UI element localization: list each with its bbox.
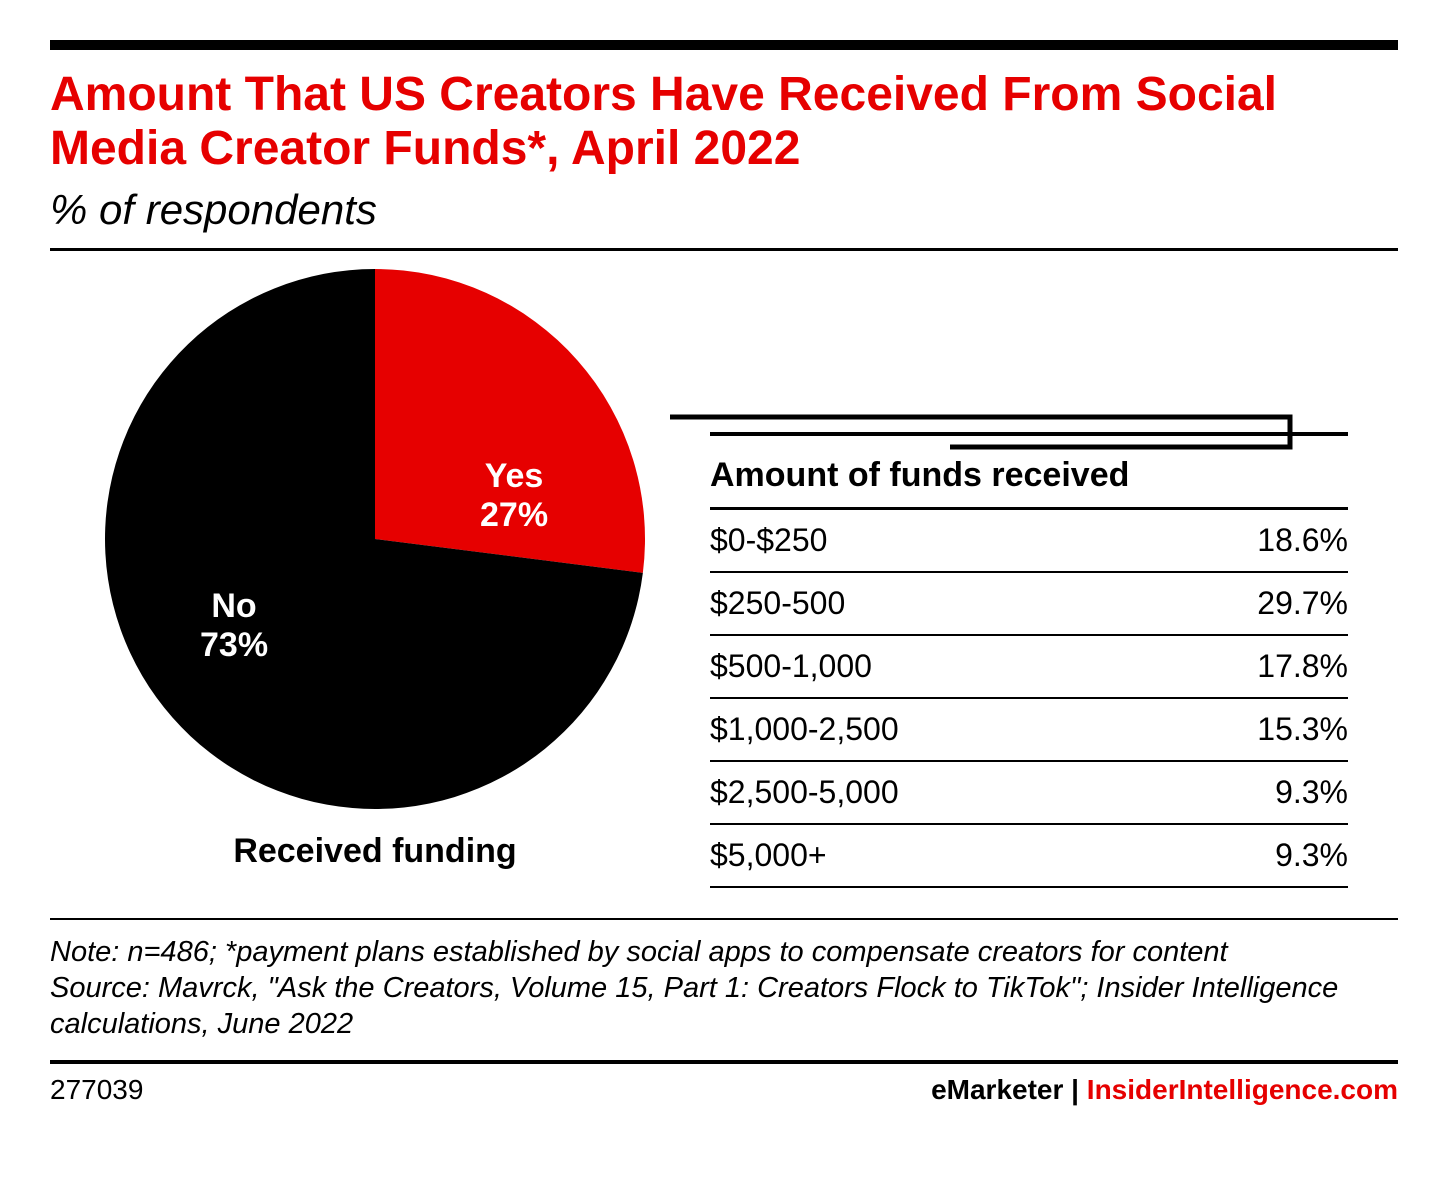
pie-caption: Received funding (50, 832, 700, 871)
table-cell-range: $1,000-2,500 (710, 711, 899, 748)
table-row: $1,000-2,500 15.3% (710, 699, 1348, 762)
footer-brand: eMarketer | InsiderIntelligence.com (931, 1074, 1398, 1106)
chart-subtitle: % of respondents (50, 186, 1398, 234)
note-line-2: Source: Mavrck, "Ask the Creators, Volum… (50, 972, 1338, 1040)
note-divider (50, 918, 1398, 920)
table-cell-pct: 9.3% (1275, 774, 1348, 811)
brand-sep: | (1063, 1074, 1086, 1105)
slice-label-text: Yes (485, 457, 544, 495)
pie-svg (50, 257, 700, 822)
chart-area: Yes27% No73% Received funding Amount of f… (50, 257, 1398, 888)
slice-value-text: 73% (200, 626, 268, 664)
brand-insider: InsiderIntelligence.com (1087, 1074, 1398, 1105)
note-text: Note: n=486; *payment plans established … (50, 934, 1398, 1043)
table-cell-pct: 17.8% (1257, 648, 1348, 685)
table-cell-range: $5,000+ (710, 837, 827, 874)
footer: 277039 eMarketer | InsiderIntelligence.c… (50, 1074, 1398, 1106)
table-cell-pct: 9.3% (1275, 837, 1348, 874)
slice-label-text: No (211, 587, 256, 625)
slice-value-text: 27% (480, 496, 548, 534)
chart-id: 277039 (50, 1074, 143, 1106)
table-body: $0-$250 18.6% $250-500 29.7% $500-1,000 17.8%… (710, 510, 1348, 888)
breakdown-table: Amount of funds received $0-$250 18.6% $25… (700, 257, 1398, 888)
table-cell-pct: 18.6% (1257, 522, 1348, 559)
table-row: $500-1,000 17.8% (710, 636, 1348, 699)
pie-label-yes: Yes27% (480, 457, 548, 535)
table-cell-pct: 15.3% (1257, 711, 1348, 748)
brand-emarketer: eMarketer (931, 1074, 1063, 1105)
pie-chart: Yes27% No73% Received funding (50, 257, 700, 871)
table-cell-range: $250-500 (710, 585, 845, 622)
chart-title: Amount That US Creators Have Received Fr… (50, 68, 1398, 176)
table-cell-pct: 29.7% (1257, 585, 1348, 622)
table-cell-range: $0-$250 (710, 522, 827, 559)
infographic-container: Amount That US Creators Have Received Fr… (50, 40, 1398, 1150)
table-cell-range: $2,500-5,000 (710, 774, 899, 811)
title-divider (50, 248, 1398, 251)
table-row: $0-$250 18.6% (710, 510, 1348, 573)
note-line-1: Note: n=486; *payment plans established … (50, 936, 1228, 968)
top-bar (50, 40, 1398, 50)
pie-label-no: No73% (200, 587, 268, 665)
table-row: $5,000+ 9.3% (710, 825, 1348, 888)
footer-divider (50, 1060, 1398, 1064)
table-header: Amount of funds received (710, 432, 1348, 507)
table-row: $250-500 29.7% (710, 573, 1348, 636)
table-cell-range: $500-1,000 (710, 648, 872, 685)
table-row: $2,500-5,000 9.3% (710, 762, 1348, 825)
